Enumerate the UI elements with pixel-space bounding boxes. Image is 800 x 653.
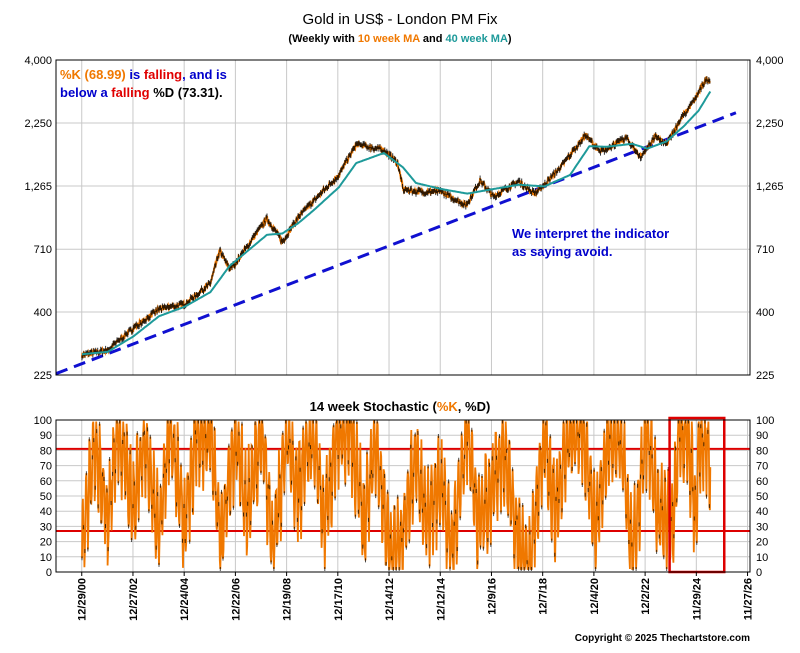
price-y-tick-right-1: 400 [756,307,774,319]
stoch-status-line1: %K (68.99) is falling, and is [60,67,227,82]
stoch-y-tick-left-6: 60 [40,476,52,488]
stoch-y-tick-right-10: 100 [756,415,774,427]
date-label-2: 12/24/04 [179,577,191,621]
price-y-tick-left-4: 2,250 [24,118,52,130]
price-y-tick-right-3: 1,265 [756,181,784,193]
stoch-y-tick-left-2: 20 [40,537,52,549]
stoch-y-tick-left-7: 70 [40,461,52,473]
interpretation-line2: as saying avoid. [512,244,612,259]
price-y-tick-right-0: 225 [756,370,774,382]
stoch-k-value: %K (68.99) [60,67,126,82]
subtitle-pre: (Weekly with [288,33,357,45]
stoch-y-tick-right-4: 40 [756,506,768,518]
stoch-y-tick-right-1: 10 [756,552,768,564]
price-y-tick-left-3: 1,265 [24,181,52,193]
stoch-k-line [81,420,712,570]
stoch-title-mid: , %D [458,399,486,414]
subtitle-post: ) [508,33,512,45]
stoch-y-tick-left-4: 40 [40,506,52,518]
date-label-3: 12/22/06 [230,578,242,621]
subtitle-ma10: 10 week MA [358,33,420,45]
stoch-y-tick-right-0: 0 [756,567,762,579]
stoch-y-tick-left-10: 100 [34,415,52,427]
stoch-title: 14 week Stochastic (%K, %D) [310,399,491,414]
stoch-y-tick-right-5: 50 [756,491,768,503]
price-y-axis-right: 225 400 710 1,265 2,250 4,000 [756,55,784,382]
copyright: Copyright © 2025 Thechartstore.com [575,633,750,644]
date-label-4: 12/19/08 [282,578,294,621]
price-y-tick-left-1: 400 [34,307,52,319]
stoch-y-tick-right-7: 70 [756,461,768,473]
ann-rest-1: , and is [182,67,227,82]
date-label-7: 12/12/14 [435,577,447,621]
stoch-y-tick-right-9: 90 [756,430,768,442]
stoch-y-tick-left-0: 0 [46,567,52,579]
stoch-y-tick-left-5: 50 [40,491,52,503]
stoch-y-axis-left: 0 10 20 30 40 50 60 70 80 90 100 [34,415,52,579]
date-label-8: 12/9/16 [486,578,498,615]
subtitle-mid: and [420,33,446,45]
ann-falling-1: falling [144,67,182,82]
stoch-y-tick-left-1: 10 [40,552,52,564]
ma40-line [81,90,712,356]
stoch-title-post: ) [486,399,490,414]
price-y-tick-right-2: 710 [756,244,774,256]
date-label-6: 12/14/12 [384,578,396,621]
ann-is: is [126,67,144,82]
stoch-y-tick-left-8: 80 [40,445,52,457]
stoch-y-tick-right-8: 80 [756,445,768,457]
price-y-tick-left-0: 225 [34,370,52,382]
price-y-tick-right-4: 2,250 [756,118,784,130]
stoch-y-axis-right: 0 10 20 30 40 50 60 70 80 90 100 [756,415,774,579]
date-label-11: 12/2/22 [640,578,652,615]
stoch-status-line2: below a falling %D (73.31). [60,85,223,100]
date-label-10: 12/4/20 [589,578,601,615]
subtitle-ma40: 40 week MA [446,33,508,45]
date-label-1: 12/27/02 [128,578,140,621]
stoch-d-marks [81,419,710,571]
price-panel-frame [55,59,751,376]
stoch-plot-area [56,416,750,574]
date-label-5: 12/17/10 [333,578,345,621]
ann-rest-2: %D (73.31). [150,85,223,100]
ann-pre-2: below a [60,85,111,100]
date-x-axis: 12/29/00 12/27/02 12/24/04 12/22/06 12/19/08… [77,572,755,621]
price-line [81,76,711,359]
stoch-y-tick-left-9: 90 [40,430,52,442]
date-label-0: 12/29/00 [77,578,89,621]
date-label-9: 12/7/18 [538,578,550,615]
stoch-y-tick-left-3: 30 [40,521,52,533]
stoch-title-pre: 14 week Stochastic ( [310,399,438,414]
ann-falling-2: falling [111,85,149,100]
date-label-13: 11/27/26 [743,578,755,620]
stoch-title-k: %K [437,399,459,414]
price-y-tick-left-2: 710 [34,244,52,256]
stoch-y-tick-right-6: 60 [756,476,768,488]
price-grid [56,60,750,375]
date-label-12: 11/29/24 [691,577,703,620]
price-plot-area [55,76,737,375]
price-y-tick-left-5: 4,000 [24,55,52,67]
trendline [55,111,737,375]
price-range-marks [81,76,711,361]
price-y-axis-left: 225 400 710 1,265 2,250 4,000 [24,55,52,382]
interpretation-line1: We interpret the indicator [512,226,669,241]
chart-title: Gold in US$ - London PM Fix [302,11,498,28]
chart-subtitle: (Weekly with 10 week MA and 40 week MA) [288,33,512,45]
stoch-panel-frame [55,419,751,573]
price-y-tick-right-5: 4,000 [756,55,784,67]
stoch-y-tick-right-3: 30 [756,521,768,533]
stoch-y-tick-right-2: 20 [756,537,768,549]
